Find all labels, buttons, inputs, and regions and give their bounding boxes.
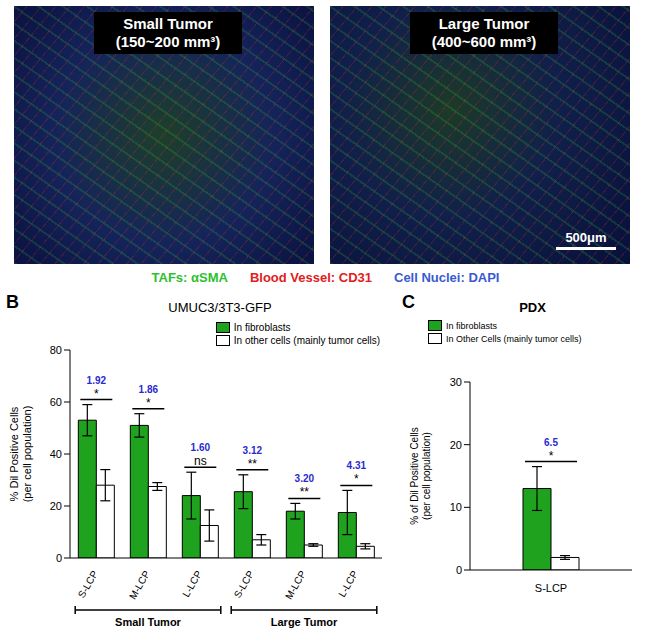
svg-text:% of Dil Positive Cells(per ce: % of Dil Positive Cells(per cell populat… [409, 427, 432, 524]
svg-text:1.92: 1.92 [87, 375, 107, 386]
html-text:Small Tumor (150~200 mm³): Small Tumor (150~200 mm³) [115, 15, 221, 50]
svg-text:*: * [94, 387, 99, 401]
svg-text:60: 60 [50, 396, 62, 408]
html-text:In fibroblasts: In fibroblasts [446, 320, 497, 331]
svg-text:1.60: 1.60 [191, 442, 211, 453]
svg-text:0: 0 [56, 552, 62, 564]
svg-text:*: * [354, 472, 359, 486]
html-text:PDX: PDX [519, 300, 546, 315]
svg-text:3.20: 3.20 [295, 473, 315, 484]
svg-text:80: 80 [50, 344, 62, 356]
svg-text:40: 40 [50, 448, 62, 460]
html-text:UMUC3/3T3-GFP: UMUC3/3T3-GFP [168, 300, 272, 315]
svg-text:S-LCP: S-LCP [76, 569, 100, 600]
svg-text:20: 20 [450, 439, 462, 451]
svg-text:M-LCP: M-LCP [127, 569, 152, 602]
html-text:C: C [402, 292, 415, 312]
svg-text:M-LCP: M-LCP [283, 569, 308, 602]
svg-text:3.12: 3.12 [243, 445, 263, 456]
svg-text:L-LCP: L-LCP [180, 569, 204, 599]
html-text:In Other Cells (mainly tumor c: In Other Cells (mainly tumor cells) [446, 333, 582, 344]
svg-text:ns: ns [194, 454, 207, 468]
svg-text:**: ** [248, 457, 258, 471]
svg-text:Large Tumor: Large Tumor [271, 616, 338, 628]
svg-text:*: * [549, 449, 554, 463]
html-text:Blood Vessel: CD31: Blood Vessel: CD31 [249, 270, 372, 285]
svg-text:*: * [146, 396, 151, 410]
svg-text:0: 0 [456, 564, 462, 576]
html-text:Large Tumor (400~600 mm³): Large Tumor (400~600 mm³) [431, 15, 537, 50]
svg-text:10: 10 [450, 501, 462, 513]
html-text:500μm: 500μm [565, 230, 607, 245]
html-text:B: B [6, 292, 19, 312]
svg-text:1.86: 1.86 [139, 384, 159, 395]
html-text:TAFs: αSMA: TAFs: αSMA [151, 270, 228, 285]
svg-text:**: ** [300, 485, 310, 499]
svg-text:Small Tumor: Small Tumor [115, 616, 182, 628]
svg-text:L-LCP: L-LCP [336, 569, 360, 599]
svg-text:S-LCP: S-LCP [535, 582, 567, 594]
svg-text:20: 20 [50, 500, 62, 512]
svg-text:6.5: 6.5 [544, 437, 558, 448]
svg-text:30: 30 [450, 376, 462, 388]
html-text:In fibroblasts: In fibroblasts [233, 322, 291, 333]
html-text:Cell Nuclei: DAPI: Cell Nuclei: DAPI [394, 270, 500, 285]
svg-text:4.31: 4.31 [347, 460, 367, 471]
svg-text:S-LCP: S-LCP [232, 569, 256, 600]
html-text:In other cells (mainly tumor c: In other cells (mainly tumor cells) [233, 335, 380, 346]
svg-text:% Dil Positive Cells(per cell: % Dil Positive Cells(per cell population… [8, 406, 33, 503]
